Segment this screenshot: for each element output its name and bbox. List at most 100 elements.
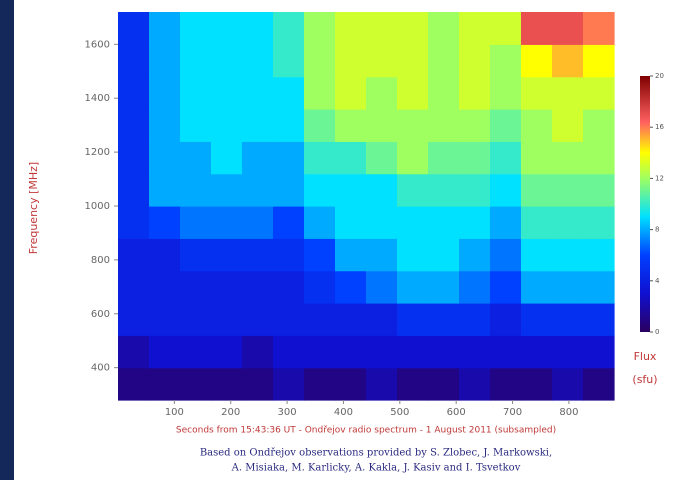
heatmap-cell <box>521 367 553 401</box>
heatmap-cell <box>366 12 398 45</box>
colorbar-label: Flux <box>634 350 657 363</box>
heatmap-cell <box>180 206 212 239</box>
heatmap-cell <box>180 76 212 110</box>
heatmap-cell <box>304 367 336 401</box>
heatmap-cell <box>335 270 367 304</box>
heatmap-cell <box>490 206 522 239</box>
heatmap-cell <box>211 109 243 142</box>
heatmap-cell <box>552 270 584 304</box>
heatmap-cell <box>242 367 274 401</box>
heatmap-cell <box>304 12 336 45</box>
heatmap-cell <box>242 335 274 369</box>
colorbar-label: (sfu) <box>632 373 657 386</box>
heatmap-cell <box>273 206 305 239</box>
heatmap-cell <box>428 44 460 78</box>
heatmap-cell <box>335 335 367 369</box>
heatmap-cell <box>273 109 305 142</box>
x-tick-label: 800 <box>559 407 578 418</box>
colorbar <box>640 76 650 332</box>
heatmap-cell <box>552 367 584 401</box>
heatmap-cell <box>335 303 367 336</box>
heatmap-cell <box>552 206 584 239</box>
heatmap-cell <box>118 206 150 239</box>
heatmap-cell <box>149 76 181 110</box>
heatmap-cell <box>428 12 460 45</box>
heatmap-cell <box>211 12 243 45</box>
heatmap-cell <box>552 76 584 110</box>
heatmap-cell <box>304 44 336 78</box>
heatmap-cell <box>242 238 274 272</box>
heatmap-cell <box>304 335 336 369</box>
x-axis-label: Seconds from 15:43:36 UT - Ondřejov radi… <box>176 426 556 436</box>
heatmap-cell <box>428 109 460 142</box>
heatmap-cell <box>397 238 429 272</box>
heatmap-cell <box>118 335 150 369</box>
heatmap-cell <box>366 335 398 369</box>
y-tick-label: 400 <box>91 363 110 374</box>
heatmap-cell <box>180 141 212 175</box>
heatmap-cell <box>459 109 491 142</box>
heatmap-cell <box>521 173 553 207</box>
heatmap-cell <box>242 206 274 239</box>
heatmap-cell <box>397 109 429 142</box>
heatmap-cell <box>583 303 615 336</box>
heatmap-cell <box>149 303 181 336</box>
heatmap-cell <box>118 12 150 45</box>
heatmap-cell <box>397 206 429 239</box>
heatmap-cell <box>490 367 522 401</box>
heatmap-cell <box>335 173 367 207</box>
heatmap-cell <box>304 76 336 110</box>
heatmap-cell <box>242 44 274 78</box>
heatmap-cell <box>366 141 398 175</box>
heatmap-cell <box>273 270 305 304</box>
heatmap-cell <box>459 12 491 45</box>
heatmap-cell <box>428 303 460 336</box>
heatmap-cell <box>397 367 429 401</box>
heatmap-cell <box>304 109 336 142</box>
heatmap-cell <box>242 303 274 336</box>
colorbar-tick-label: 16 <box>655 123 664 131</box>
heatmap-cell <box>552 109 584 142</box>
y-tick-label: 600 <box>91 309 110 320</box>
heatmap-cell <box>552 12 584 45</box>
x-tick-label: 600 <box>447 407 466 418</box>
heatmap-cell <box>459 367 491 401</box>
heatmap-cell <box>397 173 429 207</box>
heatmap-cell <box>180 109 212 142</box>
heatmap-cell <box>242 173 274 207</box>
caption: A. Misiaka, M. Karlicky, A. Kakla, J. Ka… <box>231 463 521 474</box>
heatmap-cell <box>211 44 243 78</box>
heatmap-cell <box>552 141 584 175</box>
heatmap-cell <box>180 270 212 304</box>
heatmap-cell <box>583 109 615 142</box>
heatmap-cell <box>428 76 460 110</box>
heatmap-cell <box>149 12 181 45</box>
heatmap-cell <box>428 141 460 175</box>
heatmap-cell <box>149 335 181 369</box>
heatmap-cell <box>366 238 398 272</box>
heatmap-cell <box>149 141 181 175</box>
heatmap-cell <box>490 270 522 304</box>
heatmap-cell <box>397 12 429 45</box>
heatmap-cell <box>335 141 367 175</box>
heatmap-cell <box>242 12 274 45</box>
heatmap-cell <box>490 335 522 369</box>
heatmap-cell <box>211 206 243 239</box>
heatmap-cell <box>149 206 181 239</box>
heatmap-cell <box>521 303 553 336</box>
x-tick-label: 700 <box>503 407 522 418</box>
heatmap-cell <box>583 44 615 78</box>
y-tick-label: 800 <box>91 255 110 266</box>
heatmap-cell <box>118 76 150 110</box>
heatmap-cell <box>242 270 274 304</box>
heatmap-cell <box>273 303 305 336</box>
heatmap-cell <box>490 303 522 336</box>
heatmap-cell <box>180 367 212 401</box>
heatmap-cell <box>552 303 584 336</box>
heatmap-cell <box>180 44 212 78</box>
heatmap-cell <box>273 173 305 207</box>
heatmap-cell <box>273 335 305 369</box>
heatmap-cell <box>428 173 460 207</box>
heatmap-cell <box>118 44 150 78</box>
